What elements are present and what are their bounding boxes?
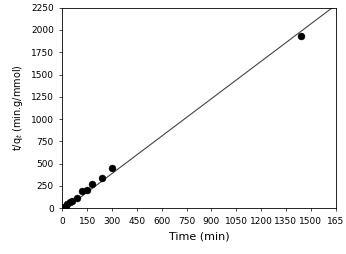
Point	[109, 166, 115, 170]
Point	[70, 199, 75, 203]
Y-axis label: t/q$_{t}$ (min.g/mmol): t/q$_{t}$ (min.g/mmol)	[11, 65, 25, 151]
Point	[74, 196, 80, 200]
Point	[298, 34, 303, 38]
Point	[67, 200, 73, 204]
Point	[64, 202, 70, 206]
Point	[84, 187, 90, 192]
Point	[99, 176, 105, 180]
X-axis label: Time (min): Time (min)	[169, 231, 229, 241]
Point	[60, 206, 66, 210]
Point	[63, 203, 69, 208]
Point	[79, 189, 85, 193]
Point	[61, 205, 67, 209]
Point	[89, 182, 95, 186]
